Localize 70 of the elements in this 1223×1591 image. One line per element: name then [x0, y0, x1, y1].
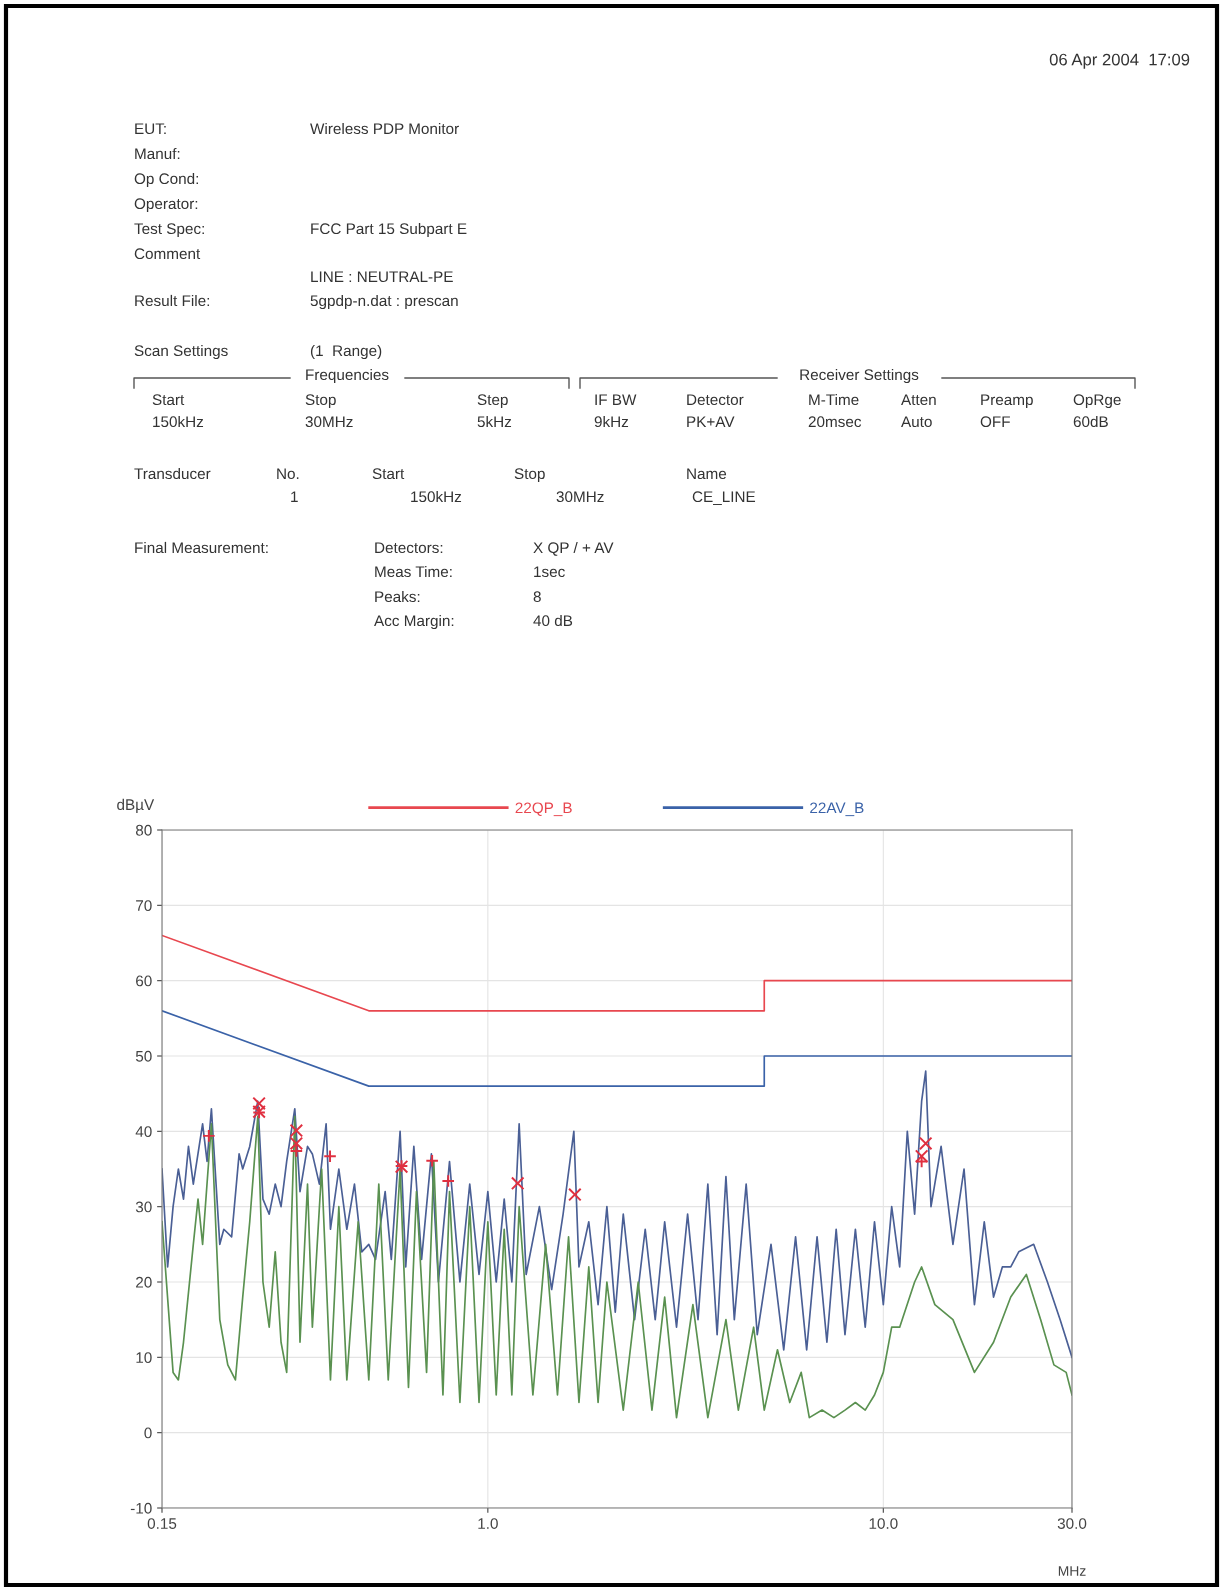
text: Test Spec: — [134, 223, 204, 238]
x-tick-label: 10.0 — [869, 1518, 898, 1529]
text: Start — [372, 468, 405, 480]
text: Comment — [134, 248, 201, 260]
text: No. — [277, 468, 299, 480]
y-axis-title: dBµV — [117, 798, 155, 814]
text: Detectors: — [375, 542, 443, 554]
y-tick-label: 10 — [136, 1352, 152, 1364]
y-tick-label: 80 — [135, 824, 152, 836]
text: Op Cond: — [134, 172, 198, 188]
text: Detector — [687, 394, 744, 406]
text: (1 Range) — [310, 344, 382, 360]
text: EUT: — [135, 123, 166, 135]
text: OpRge — [1073, 394, 1121, 409]
text: Result File: — [135, 294, 210, 307]
text: 5kHz — [477, 415, 512, 428]
text: 5gpdp-n.dat : prescan — [310, 294, 458, 310]
text: CE_LINE — [692, 491, 756, 505]
y-tick-label: 0 — [144, 1427, 152, 1439]
text: LINE : NEUTRAL-PE — [311, 271, 453, 283]
y-tick-label: 30 — [135, 1201, 152, 1213]
text: 22QP_B — [515, 802, 572, 817]
text: Scan Settings — [134, 344, 228, 360]
text: Auto — [901, 416, 932, 428]
text: 150kHz — [411, 490, 462, 503]
y-tick-label: 60 — [136, 975, 152, 987]
text: M-Time — [809, 393, 859, 406]
text: 30MHz — [305, 416, 353, 428]
text: 1 — [291, 491, 298, 502]
text: Preamp — [981, 394, 1033, 409]
y-tick-label: 70 — [136, 900, 152, 912]
text: Acc Margin: — [374, 614, 454, 630]
y-tick-label: -10 — [130, 1502, 152, 1514]
text: OFF — [980, 416, 1010, 428]
text: Atten — [901, 394, 936, 406]
text: Final Measurement: — [135, 541, 268, 554]
text: Manuf: — [135, 147, 180, 160]
text: PK+AV — [687, 416, 735, 427]
text: Transducer — [134, 467, 211, 480]
x-tick-label: 0.15 — [147, 1518, 177, 1529]
x-axis-title: MHz — [1058, 1566, 1086, 1576]
text: 20msec — [808, 416, 862, 428]
text: Frequencies — [306, 368, 389, 384]
text: Start — [152, 394, 185, 406]
y-tick-label: 20 — [136, 1276, 152, 1288]
text: Step — [477, 394, 508, 409]
text: Stop — [305, 394, 336, 409]
text: 22AV_B — [810, 802, 864, 817]
x-tick-label: 1.0 — [478, 1518, 498, 1529]
text: 60dB — [1073, 415, 1108, 428]
text: 1sec — [534, 566, 565, 578]
text: Wireless PDP Monitor — [310, 122, 459, 135]
text: Peaks: — [375, 590, 420, 603]
text: X QP / + AV — [533, 541, 614, 556]
text: 150kHz — [153, 415, 204, 428]
text: 8 — [533, 591, 541, 603]
text: Meas Time: — [375, 565, 452, 578]
text: FCC Part 15 Subpart E — [311, 222, 467, 238]
x-tick-label: 30.0 — [1057, 1518, 1087, 1529]
text: 40 dB — [533, 614, 573, 627]
text: 9kHz — [594, 415, 629, 428]
text: 06 Apr 2004 17:09 — [1049, 53, 1190, 69]
text: Receiver Settings — [800, 368, 919, 384]
text: 30MHz — [556, 491, 604, 503]
text: Operator: — [134, 198, 198, 213]
y-tick-label: 50 — [135, 1050, 152, 1062]
text: Name — [687, 468, 727, 480]
text: IF BW — [595, 394, 637, 405]
text: Stop — [514, 468, 545, 483]
y-tick-label: 40 — [135, 1126, 152, 1138]
